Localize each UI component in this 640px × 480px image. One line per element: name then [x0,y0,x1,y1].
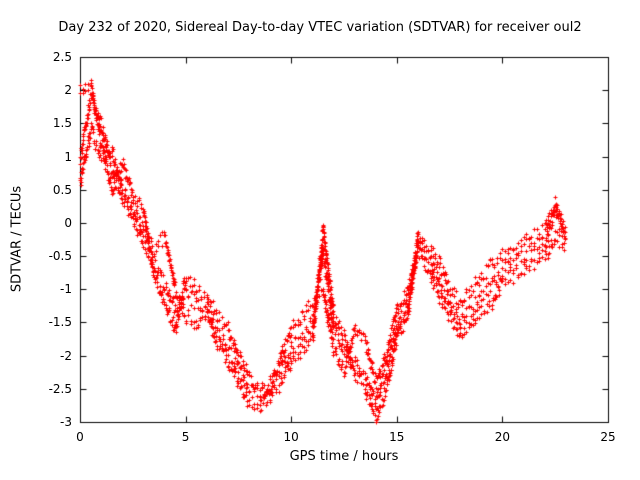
y-tick-label: 1.5 [52,116,72,131]
x-tick-label: 25 [600,430,616,444]
x-axis-label: GPS time / hours [289,449,399,464]
y-tick-label: -1 [60,282,72,297]
y-tick-label: -2.5 [48,381,72,396]
y-tick-label: 0.5 [52,182,72,197]
x-tick-label: 10 [283,430,299,444]
y-tick-label: -1.5 [48,315,72,330]
y-tick-label: 1 [64,149,72,164]
y-tick-label: -3 [60,415,72,429]
y-tick-label: 2.5 [52,50,72,64]
y-tick-label: 2 [64,83,72,98]
y-tick-label: -0.5 [48,249,72,264]
x-tick-label: 15 [389,430,405,444]
x-tick-label: 20 [494,430,511,444]
y-axis-label: SDTVAR / TECUs [9,185,25,293]
chart-title: Day 232 of 2020, Sidereal Day-to-day VTE… [58,20,582,35]
x-tick-label: 0 [76,430,84,444]
x-tick-label: 5 [181,430,190,444]
y-tick-label: -2 [60,348,72,363]
y-tick-label: 0 [64,215,72,230]
